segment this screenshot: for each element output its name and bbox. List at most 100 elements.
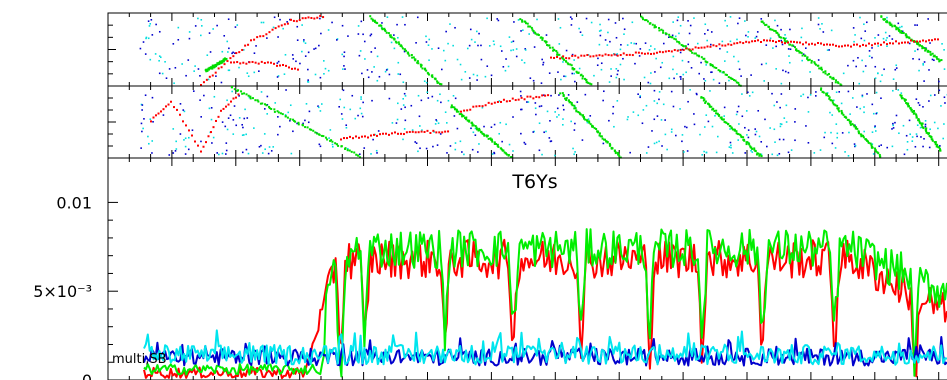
scatter-point <box>615 54 618 56</box>
scatter-point <box>799 51 802 54</box>
scatter-point <box>582 114 585 117</box>
scatter-point <box>304 126 307 129</box>
scatter-point <box>571 104 574 107</box>
scatter-point <box>314 73 317 76</box>
scatter-point <box>277 75 280 77</box>
scatter-point <box>853 40 855 43</box>
scatter-point <box>910 39 912 42</box>
scatter-point <box>562 104 564 107</box>
scatter-point <box>682 73 685 76</box>
scatter-point <box>545 34 548 36</box>
scatter-point <box>905 34 908 37</box>
scatter-point <box>253 38 256 41</box>
scatter-point <box>693 113 695 115</box>
scatter-point <box>526 22 529 25</box>
scatter-point <box>481 105 484 108</box>
scatter-point <box>499 45 502 48</box>
scatter-point <box>307 79 309 81</box>
scatter-point <box>844 44 846 47</box>
scatter-point <box>895 26 898 29</box>
scatter-point <box>833 99 835 102</box>
scatter-point <box>200 140 202 143</box>
scatter-point <box>927 133 930 136</box>
scatter-point <box>508 99 511 102</box>
scatter-point <box>437 47 440 50</box>
scatter-point <box>865 44 867 47</box>
scatter-point <box>220 81 223 84</box>
scatter-point <box>425 35 427 38</box>
scatter-point <box>784 70 787 73</box>
scatter-point <box>223 34 226 37</box>
scatter-point <box>386 16 389 18</box>
scatter-point <box>529 25 532 28</box>
scatter-point <box>292 130 294 133</box>
scatter-point <box>235 124 238 127</box>
scatter-point <box>696 93 698 96</box>
scatter-point <box>822 31 825 33</box>
scatter-point <box>424 68 427 71</box>
scatter-point <box>693 123 696 126</box>
scatter-point <box>689 24 692 27</box>
scatter-point <box>236 24 239 26</box>
scatter-point <box>188 31 191 33</box>
scatter-point <box>296 122 298 125</box>
scatter-point <box>397 102 399 105</box>
scatter-point <box>254 61 257 64</box>
scatter-point <box>604 39 607 41</box>
scatter-point <box>880 43 882 46</box>
scatter-point <box>878 153 881 156</box>
scatter-point <box>488 45 491 47</box>
scatter-point <box>294 120 297 123</box>
scatter-point <box>162 114 165 116</box>
scatter-point <box>774 19 776 22</box>
scatter-point <box>416 16 419 19</box>
scatter-point <box>207 78 210 81</box>
scatter-point <box>883 41 885 44</box>
scatter-point <box>745 110 748 112</box>
scatter-point <box>188 37 191 40</box>
scatter-point <box>653 89 656 92</box>
scatter-point <box>933 94 936 96</box>
scatter-point <box>272 146 275 148</box>
scatter-point <box>670 128 673 131</box>
scatter-point <box>634 62 636 65</box>
scatter-point <box>397 41 400 44</box>
scatter-point <box>254 99 257 102</box>
scatter-point <box>347 35 349 37</box>
scatter-point <box>565 49 568 52</box>
scatter-point <box>822 91 825 94</box>
scatter-point <box>346 149 349 152</box>
scatter-point <box>526 101 528 103</box>
scatter-point <box>273 108 276 111</box>
scatter-point <box>671 34 674 37</box>
scatter-point <box>820 42 822 45</box>
scatter-point <box>164 60 166 63</box>
scatter-point <box>595 128 598 131</box>
scatter-point <box>267 152 270 155</box>
scatter-point <box>313 17 316 20</box>
scatter-point <box>602 99 604 102</box>
scatter-point <box>235 96 237 99</box>
scatter-point <box>412 56 415 59</box>
scatter-point <box>508 36 511 38</box>
scatter-point <box>225 142 228 144</box>
scatter-point <box>645 104 648 107</box>
scatter-point <box>319 17 321 20</box>
scatter-point <box>664 119 666 121</box>
scatter-point <box>777 34 780 37</box>
scatter-point <box>414 141 417 143</box>
scatter-point <box>759 153 762 156</box>
scatter-point <box>848 131 850 134</box>
scatter-point <box>301 24 303 26</box>
scatter-point <box>150 18 153 21</box>
scatter-point <box>672 21 674 23</box>
scatter-point <box>943 96 946 99</box>
scatter-point <box>179 133 182 135</box>
scatter-point <box>729 125 732 128</box>
scatter-point <box>673 37 676 40</box>
scatter-point <box>240 90 243 93</box>
scatter-point <box>607 18 610 21</box>
scatter-point <box>918 104 921 106</box>
scatter-point <box>915 114 918 117</box>
scatter-point <box>627 116 629 118</box>
